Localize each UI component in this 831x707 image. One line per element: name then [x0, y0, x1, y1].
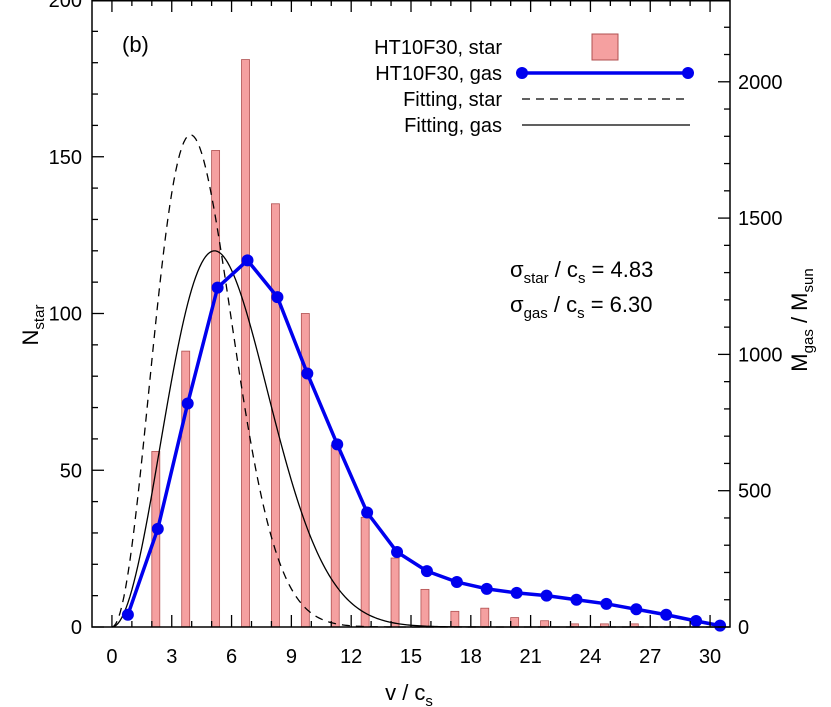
- star-bar: [241, 59, 250, 628]
- axes: 0 3 6 9 12 15 18 21 24 27 300501001502000500100015…: [49, 0, 783, 668]
- gas-point: [121, 608, 134, 621]
- star-bar: [181, 350, 191, 628]
- gas-series: [121, 254, 727, 632]
- star-bar: [510, 617, 520, 628]
- right-y-tick-label: 500: [738, 481, 771, 503]
- star-bar: [450, 610, 460, 628]
- sigma-value: = 4.83: [585, 257, 653, 282]
- x-tick-label: 24: [579, 646, 601, 668]
- x-tick-label: 9: [286, 646, 297, 668]
- sigma-annotation: σgas / cs = 6.30: [510, 292, 653, 322]
- fitting-star-curve: [111, 134, 727, 628]
- sigma-annotation: σstar / cs = 4.83: [510, 257, 653, 287]
- gas-point: [361, 506, 374, 519]
- sigma-value: = 6.30: [585, 292, 653, 317]
- gas-point: [391, 546, 404, 559]
- right-y-axis-label-main: M: [787, 353, 812, 371]
- x-tick-label: 3: [166, 646, 177, 668]
- sigma-symbol: σ: [510, 292, 524, 317]
- x-tick-label: 18: [460, 646, 482, 668]
- legend: HT10F30, star HT10F30, gas Fitting, star Fi…: [374, 33, 694, 137]
- sigma-sub: gas: [524, 305, 548, 322]
- x-tick-label: 27: [639, 646, 661, 668]
- y-tick-label: 200: [49, 0, 82, 12]
- sigma-sub: star: [524, 270, 549, 287]
- x-tick-label: 0: [106, 646, 117, 668]
- legend-label: HT10F30, star: [374, 37, 502, 59]
- gas-point: [630, 603, 643, 616]
- legend-marker-gas: [516, 67, 528, 79]
- x-tick-label: 30: [699, 646, 721, 668]
- star-bar: [390, 557, 400, 628]
- gas-point: [570, 593, 583, 606]
- right-y-axis-label-sub-sun: sun: [800, 268, 817, 292]
- star-histogram-bars: [151, 59, 639, 628]
- x-axis-label: v / cs: [385, 680, 433, 707]
- right-y-tick-label: 2000: [738, 72, 783, 94]
- x-tick-label: 15: [400, 646, 422, 668]
- star-bar: [420, 588, 430, 628]
- x-axis-label-main: v / c: [385, 680, 425, 705]
- gas-point: [600, 597, 613, 610]
- star-bar: [480, 607, 490, 628]
- sigma-mid: / c: [549, 257, 578, 282]
- gas-point: [510, 586, 523, 599]
- gas-point: [331, 438, 344, 451]
- y-tick-label: 100: [49, 304, 82, 326]
- gas-point: [301, 367, 314, 380]
- right-y-tick-label: 1000: [738, 344, 783, 366]
- legend-label: Fitting, star: [403, 89, 502, 111]
- gas-point: [241, 254, 254, 267]
- y-tick-label: 50: [60, 460, 82, 482]
- legend-label: HT10F30, gas: [375, 63, 502, 85]
- right-y-tick-label: 0: [738, 617, 749, 639]
- x-tick-label: 6: [226, 646, 237, 668]
- fitting-curves: [111, 134, 727, 628]
- panel-label: (b): [122, 32, 149, 57]
- y-axis-label-sub: star: [31, 305, 48, 330]
- x-tick-label: 12: [340, 646, 362, 668]
- gas-point: [271, 291, 284, 304]
- star-bar: [540, 620, 549, 628]
- gas-point: [151, 522, 164, 535]
- y-tick-label: 150: [49, 147, 82, 169]
- y-axis-label: Nstar: [18, 305, 48, 346]
- gas-point: [420, 565, 433, 578]
- star-bar: [330, 444, 340, 628]
- x-axis-label-sub: s: [425, 693, 433, 707]
- sigma-sub2: s: [578, 270, 586, 287]
- legend-marker-gas: [682, 67, 694, 79]
- right-y-axis-label-sub-gas: gas: [800, 329, 817, 353]
- gas-point: [480, 582, 493, 595]
- gas-point: [540, 589, 553, 602]
- right-y-axis-label-mid: / M: [787, 293, 812, 330]
- gas-point: [660, 608, 673, 621]
- sigma-symbol: σ: [510, 257, 524, 282]
- y-tick-label: 0: [71, 617, 82, 639]
- legend-swatch-star: [591, 33, 619, 61]
- gas-point: [690, 615, 703, 628]
- sigma-mid: / c: [548, 292, 577, 317]
- gas-point: [211, 281, 224, 294]
- legend-label: Fitting, gas: [404, 115, 502, 137]
- gas-point: [714, 619, 727, 632]
- right-y-tick-label: 1500: [738, 208, 783, 230]
- x-tick-label: 21: [520, 646, 542, 668]
- gas-point: [181, 397, 194, 410]
- y-axis-label-main: N: [18, 330, 43, 346]
- star-bar: [271, 203, 280, 628]
- right-y-axis-label: Mgas / Msun: [787, 268, 817, 371]
- gas-point: [450, 576, 463, 589]
- sigma-sub2: s: [577, 305, 585, 322]
